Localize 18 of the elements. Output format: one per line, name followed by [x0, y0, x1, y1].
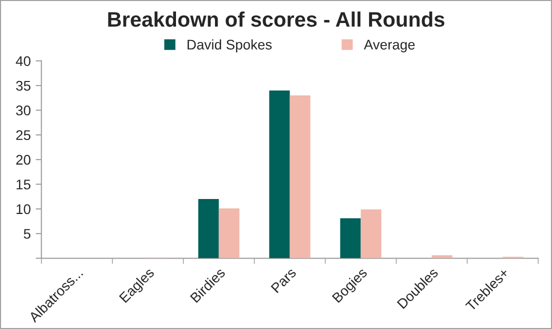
legend-label: Average: [364, 40, 415, 52]
bar: [290, 95, 310, 258]
y-tick-label: 25: [16, 130, 30, 140]
legend-label: David Spokes: [188, 39, 272, 52]
y-tick-label: 20: [16, 154, 30, 165]
bar: [198, 199, 219, 258]
y-tick-label: 5: [24, 229, 30, 239]
y-tick-label: 30: [16, 106, 30, 116]
y-tick-label: 15: [16, 180, 30, 190]
bar: [269, 90, 290, 258]
y-tick-label: 40: [16, 56, 30, 66]
bar: [340, 218, 361, 258]
bar: [360, 209, 382, 258]
y-tick-label: 10: [16, 204, 30, 214]
bar: [218, 208, 240, 258]
x-tick-label: Pars: [270, 267, 297, 294]
y-tick-label: 35: [16, 80, 30, 91]
chart-title: Breakdown of scores - All Rounds: [108, 12, 444, 27]
